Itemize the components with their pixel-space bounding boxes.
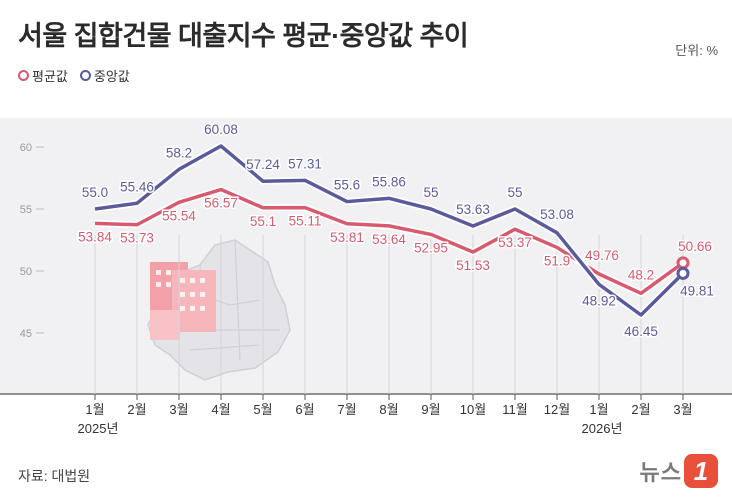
x-tick-label: 9월 (421, 402, 440, 417)
unit-label: 단위: % (675, 43, 718, 58)
legend-marker-median (79, 70, 91, 81)
mean-data-label: 53.73 (120, 231, 154, 246)
mean-data-label: 53.84 (78, 229, 112, 244)
median-data-label: 57.24 (246, 157, 280, 172)
legend-label-median: 중앙값 (93, 69, 130, 84)
median-data-label: 60.08 (204, 122, 238, 137)
median-data-label: 55 (423, 185, 438, 200)
mean-data-label: 48.2 (628, 267, 654, 282)
median-data-label: 55.0 (82, 185, 108, 200)
median-data-label: 55 (507, 185, 522, 200)
x-tick-label: 7월 (337, 402, 356, 417)
median-data-label: 53.08 (540, 207, 574, 222)
y-tick-label: 55 (20, 204, 32, 216)
x-tick-label: 4월 (211, 402, 230, 417)
x-tick-label: 5월 (253, 402, 272, 417)
mean-data-label: 51.9 (544, 253, 570, 268)
x-tick-label: 11월 (502, 402, 527, 417)
source-note: 자료: 대법원 (18, 468, 91, 484)
mean-data-label: 49.76 (585, 248, 619, 263)
y-tick-label: 60 (20, 142, 32, 154)
y-tick-label: 45 (20, 328, 32, 340)
x-tick-label: 3월 (169, 402, 188, 417)
year-label: 2025년 (78, 421, 119, 436)
median-data-label: 55.6 (334, 178, 360, 193)
legend-item-median: 중앙값 (79, 66, 130, 85)
x-tick-label: 2월 (127, 402, 146, 417)
mean-data-label: 50.66 (678, 239, 712, 254)
legend: 평균값 중앙값 (18, 66, 130, 85)
legend-label-mean: 평균값 (32, 69, 68, 84)
chart-title: 서울 집합건물 대출지수 평균·중앙값 추이 (18, 21, 469, 51)
mean-data-label: 51.53 (456, 258, 490, 273)
x-tick-label: 2월 (631, 402, 650, 417)
logo-text: 뉴스 (639, 460, 682, 485)
x-tick-label: 3월 (673, 402, 692, 417)
legend-item-mean: 평균값 (18, 66, 68, 85)
mean-data-label: 53.81 (330, 230, 364, 245)
median-series-line (94, 144, 685, 317)
legend-marker-mean (18, 70, 29, 81)
median-data-label: 46.45 (624, 324, 658, 339)
median-data-label: 53.63 (456, 202, 490, 217)
y-tick-label: 50 (20, 266, 32, 278)
building-illustration (150, 262, 216, 340)
x-tick-label: 6월 (295, 402, 314, 417)
median-data-label: 55.46 (120, 179, 154, 194)
mean-end-marker (676, 256, 690, 270)
news1-logo: 뉴스 1 (640, 454, 718, 488)
plot-background (0, 118, 732, 395)
median-data-label: 57.31 (288, 156, 322, 171)
median-data-label: 55.86 (372, 174, 406, 189)
mean-data-label: 55.54 (162, 208, 196, 223)
mean-data-label: 53.37 (498, 235, 532, 250)
x-tick-label: 8월 (379, 402, 398, 417)
mean-data-label: 53.64 (372, 232, 406, 247)
year-label: 2026년 (582, 421, 623, 436)
logo-badge: 1 (684, 454, 718, 488)
mean-data-label: 55.11 (289, 214, 322, 229)
x-tick-label: 1월 (589, 402, 608, 417)
median-end-marker (676, 266, 690, 280)
median-data-label: 58.2 (166, 145, 192, 160)
median-data-label: 49.81 (680, 283, 714, 298)
mean-data-label: 52.95 (414, 240, 448, 255)
mean-data-label: 56.57 (204, 196, 238, 211)
median-data-label: 48.92 (582, 293, 616, 308)
x-tick-label: 12월 (544, 402, 570, 417)
x-tick-label: 1월 (85, 402, 104, 417)
x-tick-label: 10월 (460, 402, 486, 417)
mean-data-label: 55.1 (250, 214, 276, 229)
